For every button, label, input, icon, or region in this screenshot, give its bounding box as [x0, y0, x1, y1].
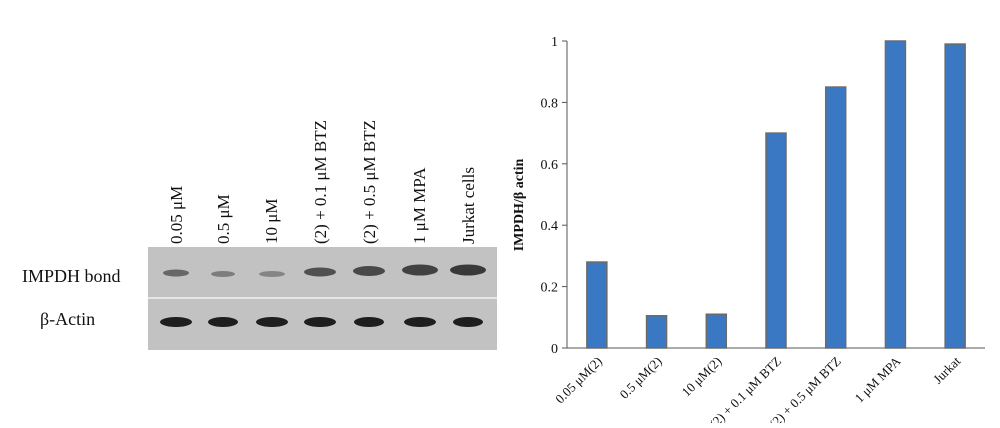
lane-label: 0.5 μM [214, 194, 233, 244]
lane-label: 0.05 μM [167, 186, 186, 244]
x-tick-label: 0.05 μM(2) [552, 354, 605, 407]
impdh-bands [163, 264, 486, 277]
lane-label: Jurkat cells [459, 167, 478, 244]
actin-bands [160, 317, 483, 327]
lane-label: 10 μM [262, 199, 281, 244]
y-tick-label: 0.8 [541, 96, 559, 111]
y-tick-label: 1 [551, 35, 558, 50]
x-tick-label: 0.5 μM(2) [616, 354, 664, 402]
x-tick-label: 1 μM MPA [852, 353, 904, 405]
y-tick-label: 0.6 [541, 158, 559, 173]
row-label: IMPDH bond [22, 266, 121, 286]
lane-label: (2) + 0.1 μM BTZ [311, 120, 330, 244]
bar [586, 261, 608, 349]
blot-image [148, 247, 497, 350]
bar [824, 86, 847, 349]
y-tick-label: 0 [551, 342, 558, 357]
bar [884, 40, 907, 349]
lane-label: (2) + 0.5 μM BTZ [360, 120, 379, 244]
y-tick-label: 0.2 [541, 281, 559, 296]
bar [944, 43, 966, 349]
x-tick-label: Jurkat [930, 353, 963, 386]
lane-label: 1 μM MPA [410, 167, 429, 244]
bar [705, 313, 728, 349]
y-axis-label: IMPDH/β actin [512, 159, 527, 252]
y-tick-label: 0.4 [541, 219, 559, 234]
x-tick-label: 10 μM(2) [678, 354, 724, 400]
bar [645, 315, 668, 349]
bar [765, 132, 787, 349]
row-label: β-Actin [40, 309, 95, 329]
